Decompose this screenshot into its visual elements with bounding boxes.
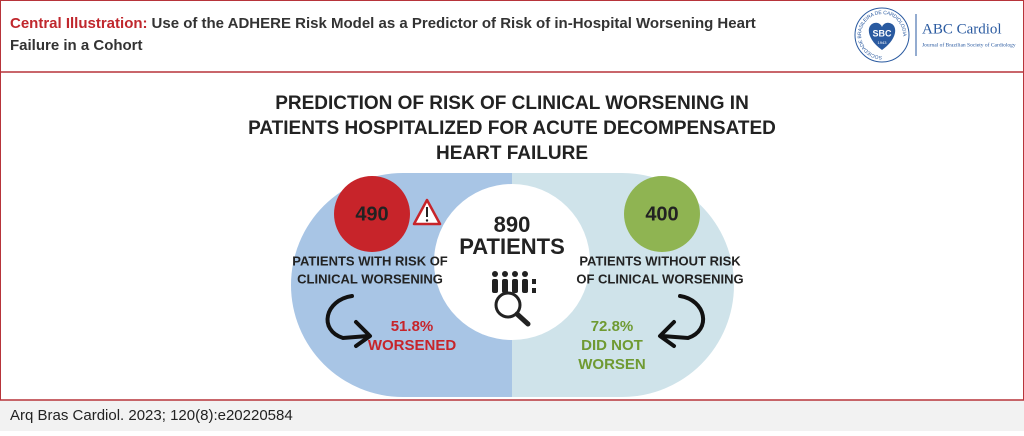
magnifier [494, 291, 522, 319]
right-arrow [660, 294, 706, 341]
header-title-line: Failure in a Cohort [10, 37, 143, 54]
left-label: CLINICAL WORSENING [297, 271, 443, 286]
right-label: OF CLINICAL WORSENING [576, 271, 743, 286]
people-icon [492, 271, 536, 293]
left-number: 490 [355, 203, 388, 225]
left-circle [334, 176, 410, 252]
logo-heart [868, 22, 896, 50]
right-arrowhead [658, 320, 676, 348]
warning-dot [425, 219, 429, 222]
magnifier-handle [514, 311, 531, 327]
main-title-line: PATIENTS HOSPITALIZED FOR ACUTE DECOMPEN… [248, 118, 776, 139]
right-circle [624, 176, 700, 252]
logo-ring [854, 7, 910, 63]
footer-band [0, 400, 1024, 431]
header-label: Central Illustration: [10, 15, 148, 32]
left-arrowhead [354, 320, 372, 348]
header-title: Central Illustration: Use of the ADHERE R… [10, 15, 756, 32]
right-number: 400 [645, 203, 678, 225]
center-circle [434, 184, 590, 340]
right-outcome: DID NOT [581, 337, 643, 354]
main-title: PREDICTION OF RISK OF CLINICAL WORSENING… [248, 93, 776, 164]
logo-journal-subtitle: Journal of Brazilian Society of Cardiolo… [922, 41, 1016, 48]
header-title-line: Use of the ADHERE Risk Model as a Predic… [152, 15, 756, 32]
left-percent: 51.8% [391, 318, 434, 335]
logo-year: 1943 [878, 40, 888, 45]
main-title-line: HEART FAILURE [436, 143, 588, 164]
left-outcome: WORSENED [368, 337, 457, 354]
logo-badge: SBC [872, 28, 892, 38]
logo-journal: ABC Cardiol [922, 21, 1002, 37]
total-number: 890 [494, 212, 531, 237]
total-label: PATIENTS [459, 234, 565, 259]
right-percent: 72.8% [591, 318, 634, 335]
right-outcome: WORSEN [578, 356, 646, 373]
main-title-line: PREDICTION OF RISK OF CLINICAL WORSENING… [275, 93, 749, 114]
left-arrow [325, 294, 370, 341]
right-label: PATIENTS WITHOUT RISK [579, 253, 741, 268]
footer-citation: Arq Bras Cardiol. 2023; 120(8):e20220584 [10, 407, 293, 424]
left-label: PATIENTS WITH RISK OF [292, 253, 448, 268]
